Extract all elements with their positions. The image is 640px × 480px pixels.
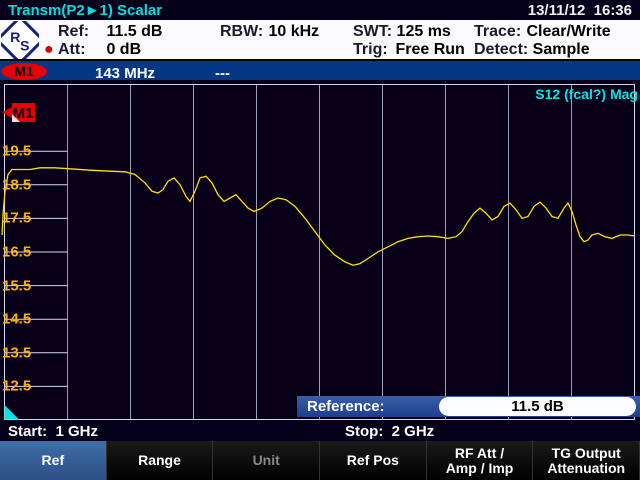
svg-text:S: S <box>20 38 30 54</box>
svg-text:R: R <box>10 30 20 46</box>
